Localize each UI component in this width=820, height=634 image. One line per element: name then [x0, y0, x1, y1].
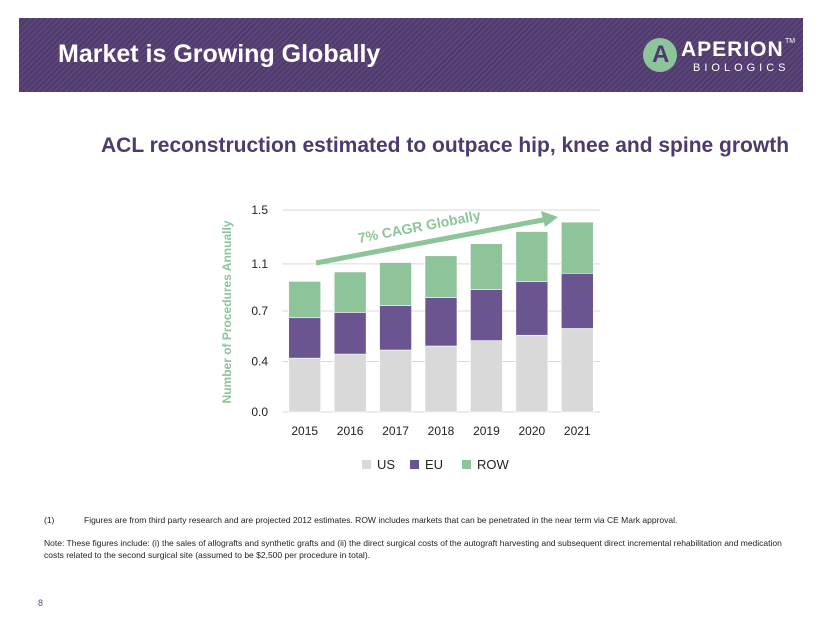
bar-row	[470, 243, 503, 290]
y-tick-label: 1.5	[251, 203, 268, 217]
legend-swatch-eu	[410, 460, 419, 469]
footnote-text: Figures are from third party research an…	[84, 515, 678, 525]
bar-us	[333, 353, 367, 413]
logo-trademark: TM	[785, 38, 796, 45]
bar-eu	[333, 312, 367, 355]
y-axis-label: Number of Procedures Annually	[220, 220, 234, 403]
bar-us	[424, 345, 458, 413]
legend-label-us: US	[377, 457, 395, 472]
bar-row	[333, 271, 367, 313]
cagr-arrow-head-icon	[541, 211, 558, 227]
legend-label-row: ROW	[477, 457, 510, 472]
bar-eu	[560, 272, 594, 329]
logo-mark-letter: A	[652, 41, 670, 68]
footnote-number: (1)	[44, 515, 55, 525]
y-tick-label: 0.4	[251, 355, 268, 369]
footnote: (1) Figures are from third party research…	[44, 515, 784, 525]
legend-swatch-us	[362, 460, 371, 469]
y-tick-label: 1.1	[251, 257, 268, 271]
company-logo: A APERION TM BIOLOGICS	[643, 38, 796, 74]
bar-row	[288, 281, 322, 319]
bar-us	[379, 349, 412, 413]
bar-row	[515, 231, 549, 282]
y-tick-label: 0.7	[251, 304, 268, 318]
legend-label-eu: EU	[425, 457, 443, 472]
header-banner: Market is Growing Globally A APERION TM …	[19, 18, 803, 92]
page-title: Market is Growing Globally	[58, 40, 381, 68]
x-tick-label: 2017	[382, 424, 409, 438]
bar-us	[470, 340, 503, 413]
bar-eu	[379, 305, 412, 351]
bar-us	[515, 334, 549, 413]
y-tick-label: 0.0	[251, 405, 268, 419]
note-text: Note: These figures include: (i) the sal…	[44, 538, 782, 560]
procedures-chart: 1.5 1.1 0.7 0.4 0.0 Number of Procedures Annu…	[220, 203, 600, 472]
bar-eu	[288, 317, 322, 359]
logo-mark-icon: A	[643, 38, 677, 72]
bar-row	[560, 221, 594, 274]
bar-eu	[424, 297, 458, 347]
x-tick-label: 2018	[428, 424, 455, 438]
slide-subtitle: ACL reconstruction estimated to outpace …	[101, 134, 790, 157]
x-tick-label: 2019	[473, 424, 500, 438]
logo-subtitle: BIOLOGICS	[693, 62, 790, 74]
page-number: 8	[38, 598, 44, 608]
x-tick-label: 2021	[564, 424, 591, 438]
cagr-annotation: 7% CAGR Globally	[357, 207, 482, 246]
x-tick-label: 2016	[337, 424, 364, 438]
bar-eu	[515, 281, 549, 336]
bar-us	[288, 357, 322, 413]
legend-swatch-row	[462, 460, 471, 469]
bar-eu	[470, 289, 503, 341]
bar-row	[379, 262, 412, 306]
bar-us	[560, 328, 594, 413]
bar-row	[424, 255, 458, 298]
x-tick-label: 2020	[519, 424, 546, 438]
cagr-arrow-line	[315, 216, 549, 266]
logo-name: APERION	[681, 38, 784, 61]
x-tick-label: 2015	[291, 424, 318, 438]
